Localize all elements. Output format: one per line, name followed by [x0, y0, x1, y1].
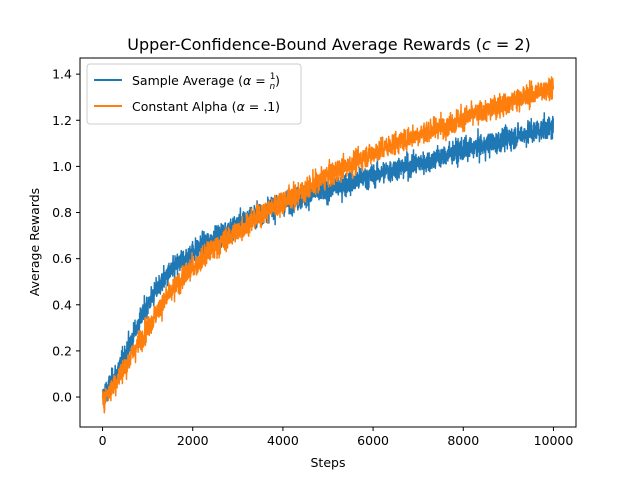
x-tick-label: 0 — [99, 433, 107, 448]
x-tick-label: 2000 — [177, 433, 209, 448]
plot-frame — [79, 57, 577, 428]
y-tick-label: 0.0 — [52, 390, 72, 405]
axes: 0 2000 4000 6000 8000 10000 0.0 0.2 0.4 0.6 0.8 1.0… — [52, 57, 577, 448]
x-tick-label: 8000 — [447, 433, 479, 448]
chart-title: Upper-Confidence-Bound Average Rewards (… — [127, 35, 530, 54]
y-tick-label: 0.8 — [52, 205, 72, 220]
x-tick-label: 4000 — [267, 433, 299, 448]
y-tick-label: 1.2 — [52, 113, 72, 128]
x-tick-label: 10000 — [534, 433, 574, 448]
y-tick-label: 0.6 — [52, 251, 72, 266]
series-layer — [101, 76, 555, 414]
legend-label-constant-alpha: Constant Alpha (α = .1) — [132, 99, 280, 114]
series-line-constant-alpha — [101, 76, 555, 414]
y-tick-label: 1.4 — [52, 67, 72, 82]
legend-frame — [86, 63, 302, 125]
y-tick-label: 0.2 — [52, 343, 72, 358]
y-axis-label: Average Rewards — [27, 188, 42, 296]
legend: Sample Average (α = 1 n) Constant Alpha (… — [86, 63, 302, 125]
x-tick-label: 6000 — [357, 433, 389, 448]
y-tick-label: 0.4 — [52, 297, 72, 312]
legend-label-sample-average: Sample Average (α = 1 n) — [132, 72, 280, 92]
y-tick-label: 1.0 — [52, 159, 72, 174]
x-axis-label: Steps — [311, 455, 346, 470]
series-line-sample-average — [101, 112, 555, 407]
